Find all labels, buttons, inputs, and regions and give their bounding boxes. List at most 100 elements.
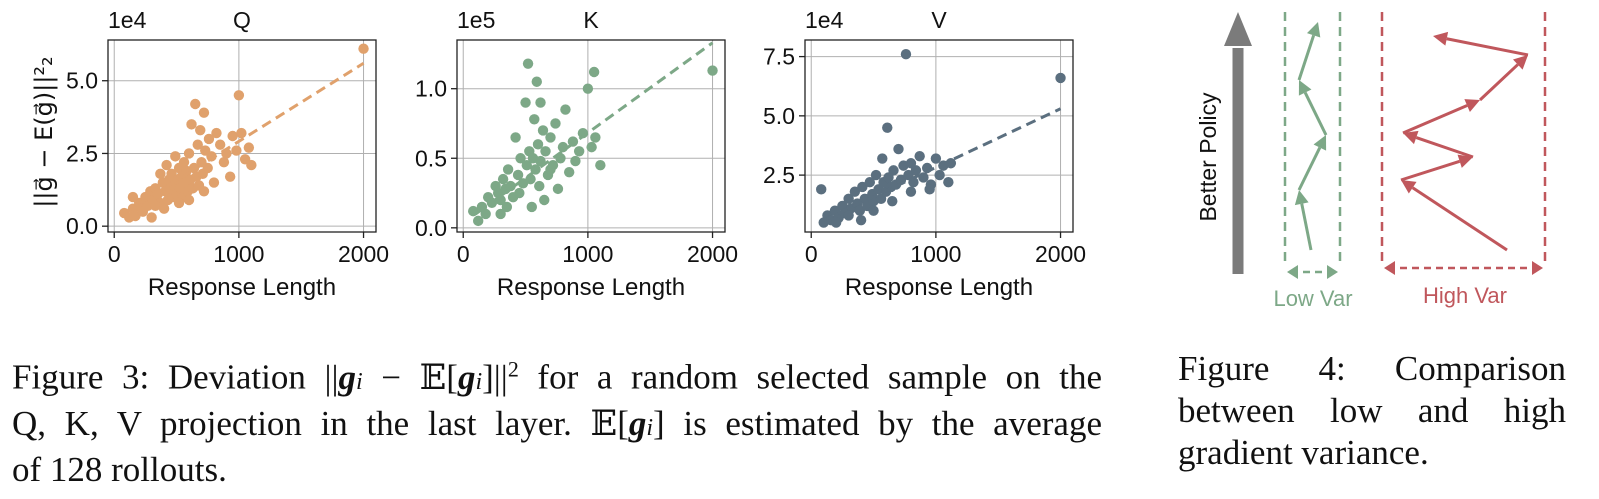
k-data-point (512, 169, 524, 181)
high-var-arrowhead (1512, 55, 1528, 70)
v-data-point (924, 184, 935, 195)
v-data-point (843, 210, 854, 221)
v-data-point (914, 150, 925, 162)
q-x-tick-label: 0 (108, 241, 121, 267)
low-var-segment (1300, 203, 1313, 251)
k-data-point (480, 208, 491, 220)
high-var-arrowhead (1433, 31, 1449, 46)
k-data-point (552, 183, 564, 195)
v-data-point (870, 169, 882, 181)
low-var-trajectory (1294, 22, 1328, 251)
q-data-point (127, 191, 139, 203)
k-data-point (497, 173, 509, 185)
k-trend-line (474, 41, 714, 216)
v-data-point (945, 158, 957, 169)
k-y-tick-label: 1.0 (415, 76, 447, 102)
v-data-point (868, 205, 879, 216)
v-y-tick-label: 2.5 (763, 162, 795, 188)
q-data-point (192, 139, 203, 150)
v-data-point (1055, 72, 1066, 84)
k-data-point (502, 164, 514, 175)
v-plot-frame (804, 39, 1074, 233)
high-var-arrowhead (1403, 130, 1419, 145)
v-data-point (864, 177, 876, 188)
v-data-point (849, 186, 861, 197)
low-var-arrowhead (1313, 135, 1327, 151)
q-data-point (218, 156, 230, 168)
figure-3-caption-line-3: of 128 rollouts. (12, 449, 227, 489)
low-var-range-right-head (1327, 265, 1338, 279)
q-data-point (246, 159, 257, 171)
v-data-point (830, 217, 842, 228)
q-data-point (211, 127, 222, 139)
low-var-range-left-head (1287, 265, 1298, 279)
low-var-arrowhead (1298, 80, 1312, 96)
q-data-point (183, 194, 195, 206)
q-plot-frame (107, 39, 377, 233)
high-var-trajectory (1400, 31, 1529, 252)
k-y-tick-label: 0.5 (415, 145, 447, 171)
figure-4-caption-line-3: gradient variance. (1178, 433, 1429, 472)
k-data-point (501, 201, 513, 213)
q-x-tick-label: 1000 (213, 241, 264, 267)
k-data-point (526, 201, 537, 213)
q-data-point (158, 203, 170, 214)
k-data-point (521, 160, 533, 171)
k-y-tick-label: 0.0 (415, 215, 447, 241)
k-data-point (707, 65, 718, 76)
v-x-axis-label: Response Length (845, 274, 1033, 301)
v-y-tick-label: 7.5 (763, 44, 795, 70)
q-data-point (358, 43, 369, 54)
low-var-segment (1297, 34, 1316, 81)
deviation-formula: ||gi − 𝔼[gi]||2 (324, 356, 519, 397)
k-scatter-chart: 0 1000 2000 0.0 0.5 1.0 K 1e5 Response Length (415, 7, 738, 301)
high-var-segment (1478, 63, 1519, 102)
q-y-tick-label: 0.0 (66, 213, 98, 239)
better-policy-arrow-head (1224, 12, 1252, 46)
k-data-point (495, 194, 506, 206)
k-data-point (539, 194, 550, 206)
v-x-tick-label: 0 (805, 241, 818, 267)
k-data-point (510, 132, 521, 143)
q-data-point (208, 177, 220, 188)
k-data-point (545, 164, 556, 175)
k-data-point (532, 139, 544, 150)
high-var-segment (1402, 104, 1468, 135)
high-var-segment (1411, 186, 1508, 252)
k-data-point (557, 141, 569, 153)
q-y-tick-label: 5.0 (66, 68, 98, 94)
low-var-arrowhead (1306, 22, 1321, 38)
q-chart-title: Q (233, 7, 251, 33)
q-axis-multiplier: 1e4 (108, 7, 147, 33)
k-data-point (586, 141, 597, 153)
v-data-point (918, 172, 929, 183)
q-x-tick-label: 2000 (338, 241, 389, 267)
v-y-tick-label: 5.0 (763, 103, 795, 129)
figures-canvas: 0 1000 2000 0.0 2.5 5.0 Q 1e4 Response Length 0 1… (30, 7, 1547, 311)
k-x-tick-label: 1000 (562, 241, 613, 267)
v-data-point (854, 205, 866, 216)
q-data-point (202, 162, 213, 174)
k-x-axis-label: Response Length (497, 274, 685, 301)
k-data-point (472, 215, 484, 227)
better-policy-label: Better Policy (1195, 92, 1221, 222)
v-data-point (930, 153, 942, 164)
q-data-point (233, 90, 245, 101)
q-data-point (214, 139, 226, 150)
v-trend-line (823, 107, 1062, 222)
q-data-point (243, 142, 255, 153)
low-var-segment (1297, 146, 1322, 191)
q-data-point (190, 98, 201, 110)
high-var-arrowhead (1464, 99, 1480, 112)
k-data-point (514, 187, 525, 199)
k-data-point (515, 153, 526, 164)
figure-3-caption-line-2: Q, K, V projection in the last layer. 𝔼[… (12, 403, 1102, 443)
q-data-point (183, 148, 195, 159)
figure-4-caption-line-2: between low and high (1178, 391, 1566, 430)
v-data-point (882, 122, 893, 133)
q-y-tick-label: 2.5 (66, 140, 98, 166)
k-data-point (535, 97, 546, 108)
high-var-range-left-head (1384, 261, 1395, 275)
k-data-point (505, 180, 516, 192)
